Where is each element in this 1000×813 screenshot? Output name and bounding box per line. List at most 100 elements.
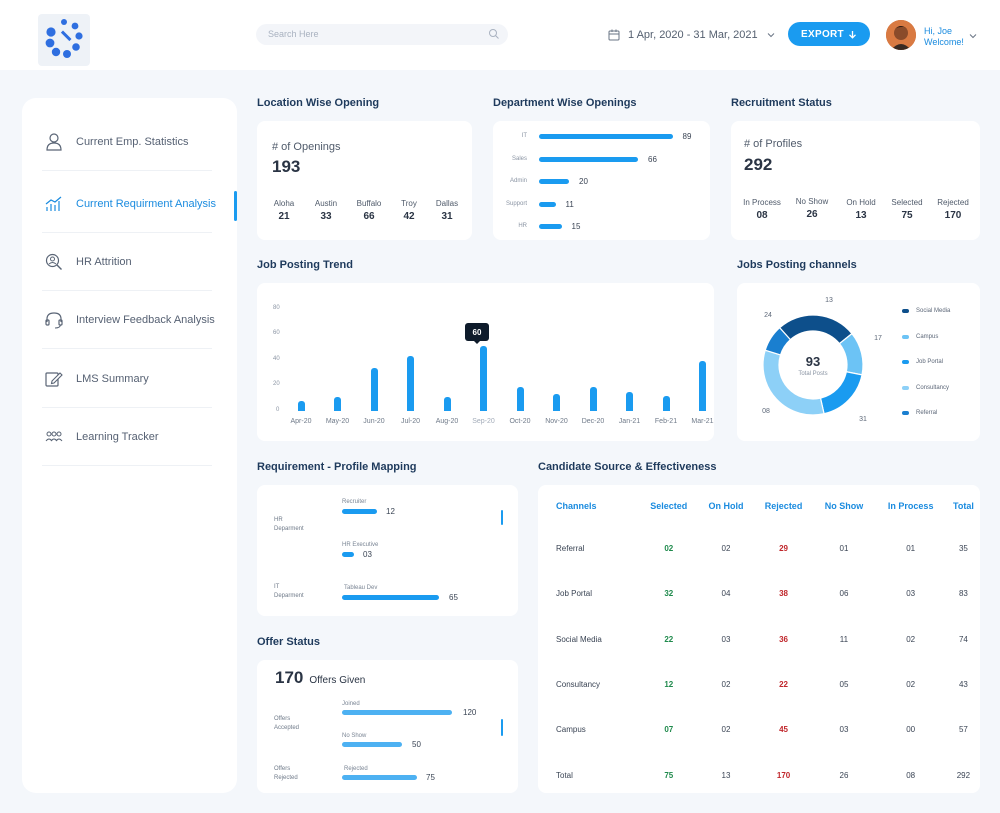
offers-card: 170 Offers Given Offers Accepted Offers … bbox=[257, 660, 518, 793]
department-bar bbox=[539, 134, 673, 139]
table-cell: 38 bbox=[779, 589, 789, 599]
top-header: Search Here 1 Apr, 2020 - 31 Mar, 2021 E… bbox=[0, 0, 1000, 70]
legend-item[interactable]: Consultancy bbox=[902, 385, 949, 391]
user-greeting[interactable]: Hi, Joe Welcome! bbox=[924, 26, 964, 48]
legend-label: Social Media bbox=[916, 308, 951, 314]
donut-slice-label: 13 bbox=[825, 297, 833, 304]
department-bar bbox=[539, 156, 638, 162]
offers-group-label: Offers Rejected bbox=[274, 766, 298, 781]
trend-bar[interactable] bbox=[662, 395, 670, 411]
trend-bar[interactable] bbox=[297, 400, 305, 411]
table-cell: Consultancy bbox=[556, 680, 601, 690]
export-button[interactable]: EXPORT bbox=[788, 22, 870, 46]
sidebar-item-current-requirment-analysis[interactable]: Current Requirment Analysis bbox=[42, 175, 237, 233]
table-cell: 12 bbox=[664, 680, 674, 690]
sidebar-item-lms-summary[interactable]: LMS Summary bbox=[42, 350, 237, 408]
scrollbar[interactable] bbox=[501, 510, 503, 525]
legend-label: Job Portal bbox=[916, 359, 944, 365]
trend-title: Job Posting Trend bbox=[257, 259, 353, 271]
column-header[interactable]: Rejected bbox=[764, 501, 803, 511]
openings-total: 193 bbox=[272, 157, 301, 176]
chart-tooltip: 60 bbox=[465, 323, 489, 341]
source-title: Candidate Source & Effectiveness bbox=[538, 461, 717, 473]
trend-bar[interactable] bbox=[370, 367, 378, 411]
legend-item[interactable]: Job Portal bbox=[902, 359, 943, 365]
trend-bar[interactable] bbox=[480, 345, 487, 411]
table-cell: 03 bbox=[839, 725, 849, 735]
legend-label: Referral bbox=[916, 410, 938, 416]
y-tick-label: 40 bbox=[273, 356, 280, 362]
channels-title: Jobs Posting channels bbox=[737, 259, 857, 271]
department-label: IT bbox=[521, 133, 527, 139]
trend-bar[interactable] bbox=[699, 361, 706, 411]
column-header[interactable]: On Hold bbox=[708, 501, 744, 511]
donut-slice[interactable] bbox=[819, 371, 863, 415]
sidebar-item-interview-feedback-analysis[interactable]: Interview Feedback Analysis bbox=[42, 291, 237, 349]
sidebar-item-current-emp-statistics[interactable]: Current Emp. Statistics bbox=[42, 113, 237, 171]
role-label: Tableau Dev bbox=[344, 585, 378, 591]
legend-item[interactable]: Referral bbox=[902, 410, 937, 416]
divider bbox=[42, 170, 212, 171]
donut-center-label: Total Posts bbox=[798, 371, 828, 377]
search-box[interactable]: Search Here bbox=[256, 24, 508, 45]
source-table: Channels Selected On Hold Rejected No Sh… bbox=[538, 486, 980, 798]
trend-bar[interactable] bbox=[589, 386, 597, 411]
legend-item[interactable]: Social Media bbox=[902, 308, 950, 314]
trend-bar[interactable] bbox=[443, 396, 451, 411]
x-tick-label: Aug-20 bbox=[435, 418, 459, 425]
headset-icon bbox=[45, 312, 63, 329]
sidebar-item-label: HR Attrition bbox=[76, 256, 132, 268]
sidebar-item-hr-attrition[interactable]: HR Attrition bbox=[42, 233, 237, 291]
table-cell: 02 bbox=[906, 680, 916, 690]
legend-item[interactable]: Campus bbox=[902, 334, 938, 340]
donut-chart: 24 13 17 31 08 bbox=[762, 297, 882, 423]
trend-bar[interactable] bbox=[407, 356, 414, 411]
table-cell: 45 bbox=[779, 725, 789, 735]
department-value: 20 bbox=[579, 177, 588, 186]
x-tick-label: Mar-21 bbox=[691, 418, 714, 425]
legend-swatch bbox=[902, 309, 909, 313]
department-bar bbox=[539, 224, 562, 229]
column-header[interactable]: Total bbox=[953, 501, 974, 511]
column-header[interactable]: No Show bbox=[824, 501, 864, 511]
table-cell: 292 bbox=[956, 770, 971, 780]
column-header[interactable]: Channels bbox=[556, 501, 597, 511]
table-cell: 11 bbox=[839, 634, 849, 644]
table-cell: 00 bbox=[906, 725, 916, 735]
table-cell: 13 bbox=[721, 770, 731, 780]
trend-bar[interactable] bbox=[553, 394, 560, 411]
date-range-picker[interactable]: 1 Apr, 2020 - 31 Mar, 2021 bbox=[608, 26, 776, 44]
chevron-down-icon bbox=[767, 33, 775, 38]
donut-slice[interactable] bbox=[764, 326, 792, 356]
trend-bar[interactable] bbox=[626, 391, 633, 411]
location-card: # of Openings 193 Aloha 21 Austin 33 Buffa… bbox=[257, 121, 472, 240]
column-header[interactable]: In Process bbox=[887, 501, 934, 511]
avatar[interactable] bbox=[886, 20, 916, 50]
location-stat: Troy 42 bbox=[401, 199, 417, 222]
sidebar-item-learning-tracker[interactable]: Learning Tracker bbox=[42, 408, 237, 466]
role-value: 03 bbox=[363, 550, 372, 559]
table-cell: 01 bbox=[906, 544, 916, 554]
divider bbox=[42, 465, 212, 466]
offers-total-label: Offers Given bbox=[309, 675, 366, 686]
mapping-title: Requirement - Profile Mapping bbox=[257, 461, 417, 473]
department-value: 89 bbox=[682, 132, 692, 141]
trend-bar[interactable] bbox=[334, 396, 341, 411]
scrollbar[interactable] bbox=[501, 719, 503, 736]
x-tick-label: Jul-20 bbox=[400, 418, 421, 425]
location-stat: Buffalo 66 bbox=[356, 199, 382, 222]
trend-bar[interactable] bbox=[516, 386, 524, 411]
column-header[interactable]: Selected bbox=[650, 501, 688, 511]
donut-slice-label: 17 bbox=[874, 335, 882, 342]
search-icon[interactable] bbox=[488, 28, 500, 40]
chart-up-icon bbox=[45, 196, 62, 211]
date-range-text: 1 Apr, 2020 - 31 Mar, 2021 bbox=[628, 29, 758, 41]
profiles-label: # of Profiles bbox=[744, 138, 803, 150]
app-logo[interactable] bbox=[38, 14, 90, 66]
table-cell: Social Media bbox=[556, 634, 602, 644]
user-menu-chevron-icon[interactable] bbox=[968, 31, 978, 41]
x-tick-label: Feb-21 bbox=[654, 418, 678, 425]
table-cell: 57 bbox=[958, 725, 968, 735]
divider bbox=[42, 348, 212, 349]
table-cell: 35 bbox=[958, 544, 968, 554]
